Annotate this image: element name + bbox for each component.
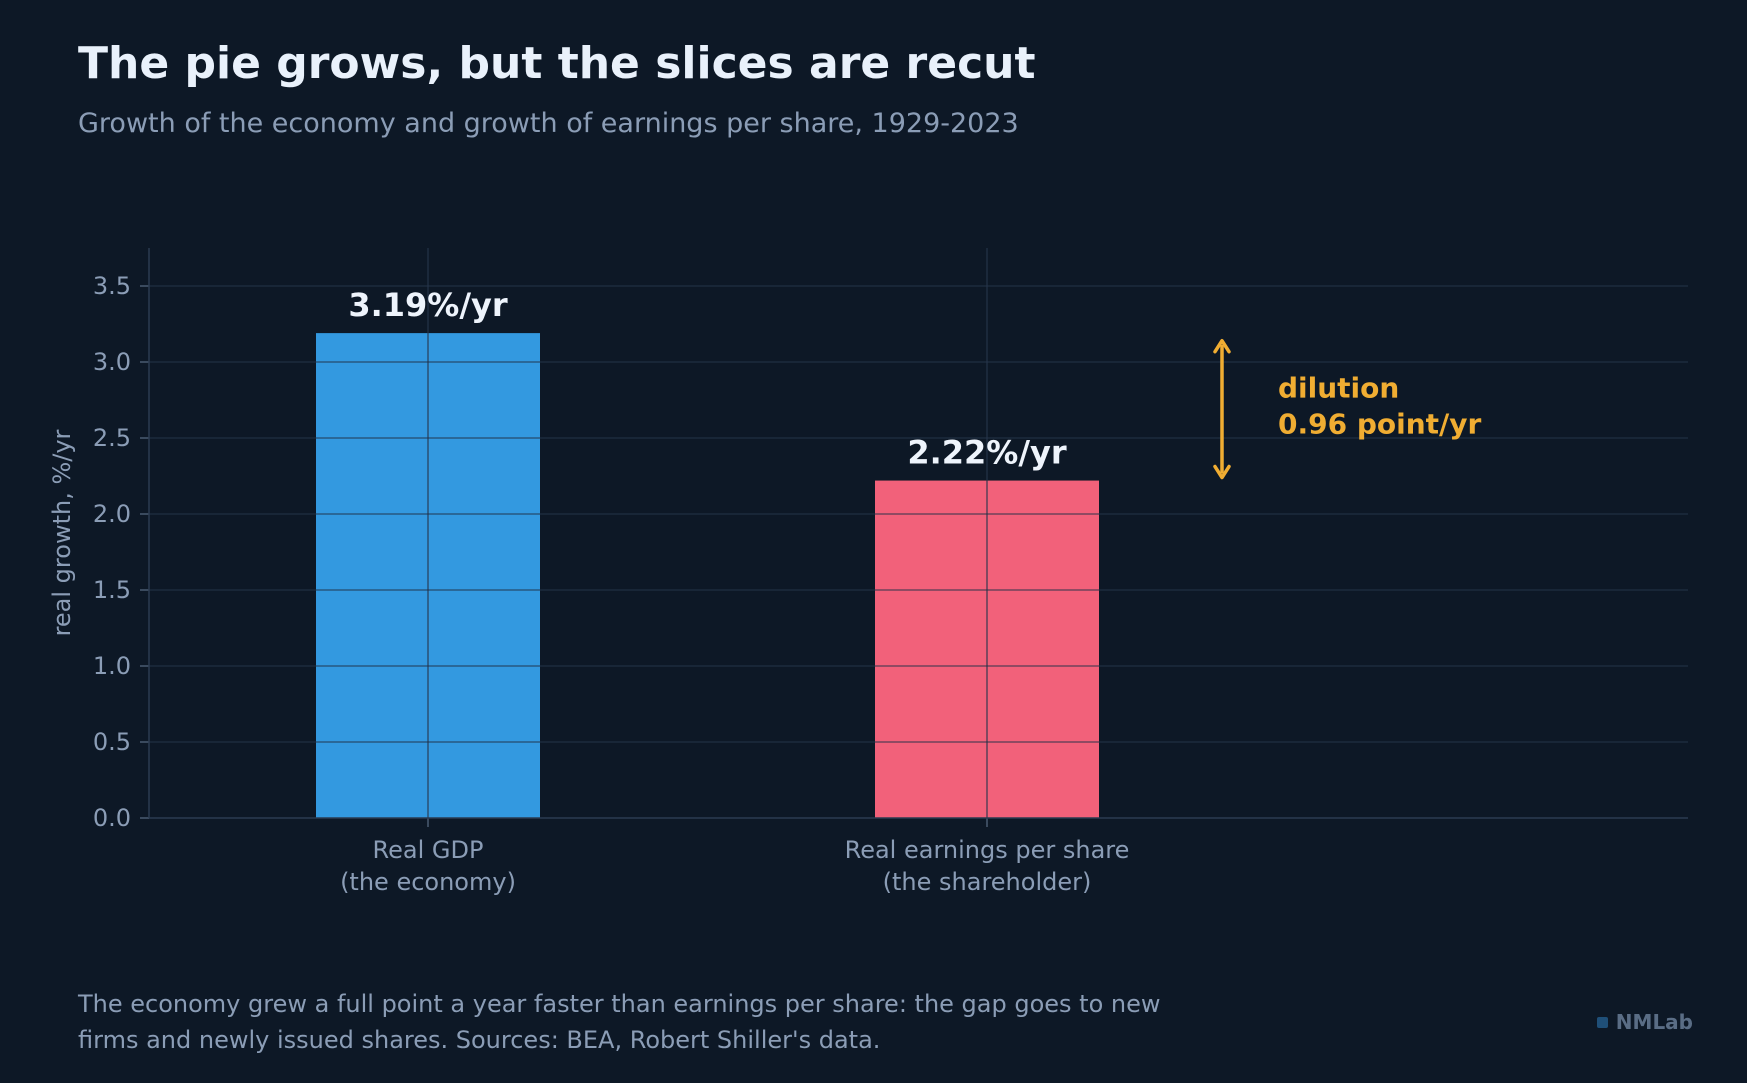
dilution-label: 0.96 point/yr (1278, 408, 1482, 441)
brand-logo: NMLab (1596, 1010, 1693, 1034)
x-tick-label: (the economy) (340, 868, 516, 896)
bar-value-label: 2.22%/yr (907, 434, 1067, 472)
bars (316, 333, 1099, 818)
y-tick-label: 2.0 (93, 500, 131, 528)
chart-subtitle: Growth of the economy and growth of earn… (78, 108, 1019, 139)
brand-mark-icon (1596, 1016, 1608, 1028)
bar-value-label: 3.19%/yr (348, 286, 508, 324)
x-tick-label: Real GDP (373, 836, 484, 864)
brand-name: NMLab (1615, 1010, 1693, 1034)
y-axis-label: real growth, %/yr (48, 429, 76, 636)
vertical-gridlines (316, 248, 1099, 818)
labels: 3.19%/yr Real GDP (the economy) 2.22%/yr Rea… (340, 286, 1129, 896)
y-tick-label: 2.5 (93, 424, 131, 452)
y-tick-label: 3.5 (93, 272, 131, 300)
y-tick-label: 1.0 (93, 652, 131, 680)
x-tick-label: Real earnings per share (845, 836, 1130, 864)
footnote: The economy grew a full point a year fas… (78, 990, 1161, 1054)
axes: 0.0 0.5 1.0 1.5 2.0 2.5 3.0 3.5 real growth, %/y… (48, 248, 1688, 832)
chart-title: The pie grows, but the slices are recut (78, 38, 1036, 89)
dilution-label: dilution (1278, 372, 1399, 405)
x-tick-label: (the shareholder) (883, 868, 1092, 896)
y-tick-label: 0.5 (93, 728, 131, 756)
y-tick-label: 0.0 (93, 804, 131, 832)
dilution-arrow-head-down (1213, 464, 1231, 480)
y-tick-label: 3.0 (93, 348, 131, 376)
y-tick-label: 1.5 (93, 576, 131, 604)
dilution-arrow-head-up (1213, 338, 1231, 354)
